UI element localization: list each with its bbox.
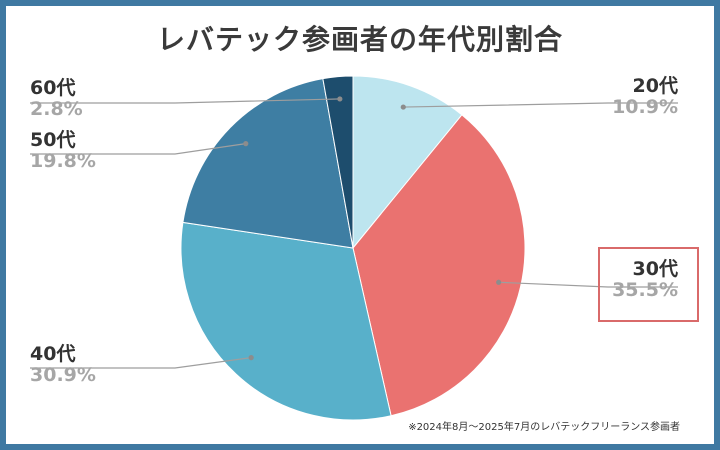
footnote: ※2024年8月～2025年7月のレバテックフリーランス参画者 bbox=[408, 422, 680, 433]
pie-slice-40s bbox=[180, 221, 392, 421]
leader-line-20s bbox=[403, 102, 678, 108]
leader-line-50s bbox=[30, 143, 246, 155]
label-50s-value: 19.8% bbox=[30, 150, 96, 173]
label-30s: 30代 35.5% bbox=[600, 258, 678, 302]
leader-dot-30s bbox=[496, 279, 502, 285]
leader-dot-40s bbox=[248, 355, 254, 361]
leader-dot-20s bbox=[400, 104, 406, 110]
label-30s-name: 30代 bbox=[632, 258, 678, 280]
pie-slice-50s bbox=[182, 78, 354, 249]
label-60s-value: 2.8% bbox=[30, 98, 83, 121]
label-20s-value: 10.9% bbox=[612, 96, 678, 119]
leader-line-60s bbox=[30, 98, 340, 104]
label-20s-name: 20代 bbox=[632, 75, 678, 97]
label-30s-value: 35.5% bbox=[612, 279, 678, 302]
pie-slice-30s bbox=[352, 114, 526, 417]
pie-slice-20s bbox=[352, 75, 463, 250]
label-50s: 50代 19.8% bbox=[30, 129, 120, 173]
label-50s-name: 50代 bbox=[30, 129, 76, 151]
label-40s-value: 30.9% bbox=[30, 364, 96, 387]
label-40s: 40代 30.9% bbox=[30, 343, 120, 387]
pie-slice-60s bbox=[322, 75, 354, 249]
chart-title: レバテック参画者の年代別割合 bbox=[156, 23, 563, 56]
label-20s: 20代 10.9% bbox=[600, 75, 678, 119]
label-40s-name: 40代 bbox=[30, 343, 76, 365]
highlight-box-30s bbox=[598, 247, 699, 322]
label-60s-name: 60代 bbox=[30, 77, 76, 99]
leader-line-30s bbox=[498, 281, 678, 288]
leader-dot-60s bbox=[337, 96, 343, 102]
leader-line-40s bbox=[30, 357, 252, 369]
label-60s: 60代 2.8% bbox=[30, 77, 120, 121]
leader-dot-50s bbox=[243, 141, 249, 147]
